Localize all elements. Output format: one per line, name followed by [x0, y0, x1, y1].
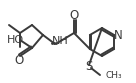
- Text: O: O: [14, 55, 24, 67]
- Text: NH: NH: [52, 36, 68, 46]
- Text: S: S: [85, 60, 93, 72]
- Text: CH₃: CH₃: [105, 71, 122, 81]
- Text: N: N: [114, 28, 123, 42]
- Text: O: O: [69, 9, 79, 22]
- Text: HO: HO: [6, 35, 24, 45]
